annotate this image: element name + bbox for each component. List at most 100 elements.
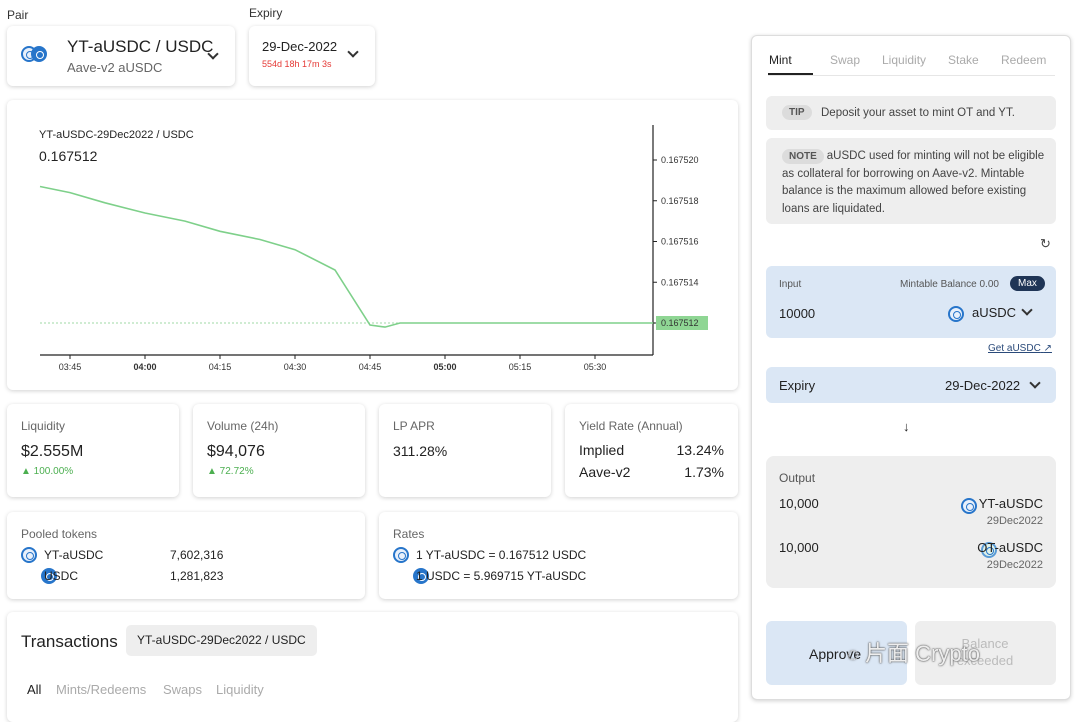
transactions-title: Transactions bbox=[21, 632, 118, 651]
approve-button[interactable]: Approve bbox=[766, 621, 907, 685]
lp-apr-label: LP APR bbox=[393, 419, 435, 433]
x-tick-label: 05:30 bbox=[584, 362, 607, 372]
refresh-icon[interactable]: ↻ bbox=[1040, 236, 1051, 251]
usdc-token-icon bbox=[41, 567, 58, 584]
pooled-label: Pooled tokens bbox=[21, 527, 98, 541]
x-tick-label: 04:00 bbox=[133, 362, 156, 372]
active-tab-indicator bbox=[768, 73, 813, 75]
liquidity-label: Liquidity bbox=[21, 419, 66, 433]
yield-rate-card: Yield Rate (Annual) Implied 13.24% Aave-… bbox=[565, 404, 738, 497]
tab-swaps[interactable]: Swaps bbox=[163, 682, 203, 697]
tab-liquidity[interactable]: Liquidity bbox=[216, 682, 264, 697]
balance-exceeded-label: Balance exceeded bbox=[956, 636, 1014, 668]
transactions-card: Transactions YT-aUSDC-29Dec2022 / USDC A… bbox=[7, 612, 738, 722]
pooled-token-name: USDC bbox=[44, 569, 79, 583]
output-amount: 10,000 bbox=[779, 540, 819, 555]
tab-all[interactable]: All bbox=[27, 682, 42, 697]
liquidity-value: $2.555M bbox=[21, 443, 84, 460]
price-chart-card: YT-aUSDC-29Dec2022 / USDC 0.167512 03:45… bbox=[7, 100, 738, 390]
output-label: Output bbox=[779, 471, 816, 485]
x-tick-label: 05:15 bbox=[509, 362, 532, 372]
note-content: NOTE aUSDC used for minting will not be e… bbox=[782, 148, 1050, 218]
chart-current-value: 0.167512 bbox=[39, 148, 98, 164]
tab-mint[interactable]: Mint bbox=[769, 53, 792, 67]
note-badge: NOTE bbox=[782, 149, 824, 164]
price-line-chart[interactable]: 03:45 04:00 04:15 04:30 04:45 05:00 05:15 05:30… bbox=[7, 100, 738, 390]
liquidity-card: Liquidity $2.555M ▲ 100.00% bbox=[7, 404, 179, 497]
tip-text: Deposit your asset to mint OT and YT. bbox=[821, 107, 1015, 119]
x-tick-label: 05:00 bbox=[433, 362, 456, 372]
current-price-tag bbox=[656, 316, 708, 330]
note-text: aUSDC used for minting will not be eligi… bbox=[782, 150, 1045, 215]
implied-value: 13.24% bbox=[676, 442, 724, 458]
tip-badge: TIP bbox=[782, 105, 812, 120]
y-tick-label: 0.167520 bbox=[661, 155, 699, 165]
expiry-label: Expiry bbox=[249, 6, 283, 20]
tab-redeem[interactable]: Redeem bbox=[1001, 53, 1047, 67]
volume-card: Volume (24h) $94,076 ▲ 72.72% bbox=[193, 404, 365, 497]
y-tick-label: 0.167514 bbox=[661, 277, 699, 287]
tab-stake[interactable]: Stake bbox=[948, 53, 979, 67]
mint-panel: Mint Swap Liquidity Stake Redeem TIP Dep… bbox=[751, 35, 1071, 700]
expiry-field[interactable]: Expiry 29-Dec-2022 bbox=[766, 367, 1056, 403]
chevron-down-icon[interactable] bbox=[1021, 304, 1033, 316]
max-button[interactable]: Max bbox=[1010, 276, 1045, 291]
input-token-selector[interactable]: aUSDC bbox=[972, 305, 1017, 320]
rate-row: 1 YT-aUSDC = 0.167512 USDC bbox=[416, 548, 587, 562]
pair-selector[interactable]: YT-aUSDC / USDC Aave-v2 aUSDC bbox=[7, 26, 235, 86]
output-amount: 10,000 bbox=[779, 496, 819, 511]
input-label: Input bbox=[779, 279, 802, 290]
lp-apr-value: 311.28% bbox=[393, 443, 448, 459]
price-series-line bbox=[39, 185, 655, 328]
pair-title: YT-aUSDC / USDC bbox=[67, 37, 214, 56]
transactions-pair-chip[interactable]: YT-aUSDC-29Dec2022 / USDC bbox=[126, 625, 317, 656]
watermark: ◌ 片面 Crypto bbox=[847, 636, 980, 668]
pair-subtitle: Aave-v2 aUSDC bbox=[67, 60, 163, 75]
get-ausdc-label: Get aUSDC bbox=[988, 343, 1041, 354]
watermark-text: 片面 Crypto bbox=[865, 641, 980, 666]
yt-token-icon bbox=[393, 546, 409, 563]
pair-token-icons bbox=[21, 45, 47, 63]
y-tick-label: 0.167518 bbox=[661, 196, 699, 206]
y-tick-label: 0.167516 bbox=[661, 237, 699, 247]
expiry-selector[interactable]: 29-Dec-2022 554d 18h 17m 3s bbox=[249, 26, 375, 86]
x-tick-label: 04:15 bbox=[209, 362, 232, 372]
get-ausdc-link[interactable]: Get aUSDC ↗ bbox=[988, 343, 1052, 354]
output-token: YT-aUSDC bbox=[978, 496, 1043, 511]
pooled-tokens-card: Pooled tokens YT-aUSDC 7,602,316 USDC 1,… bbox=[7, 512, 365, 599]
aave-label: Aave-v2 bbox=[579, 464, 631, 480]
x-tick-label: 04:30 bbox=[284, 362, 307, 372]
panel-expiry-label: Expiry bbox=[779, 378, 816, 393]
output-token-sub: 29Dec2022 bbox=[986, 559, 1043, 571]
aave-value: 1.73% bbox=[684, 464, 724, 480]
output-token: OT-aUSDC bbox=[977, 540, 1043, 555]
external-link-icon: ↗ bbox=[1043, 343, 1052, 354]
x-tick-label: 03:45 bbox=[59, 362, 82, 372]
tabs-divider bbox=[768, 75, 1055, 76]
yield-rate-label: Yield Rate (Annual) bbox=[579, 419, 683, 433]
yt-token-icon bbox=[21, 546, 37, 563]
volume-change: ▲ 72.72% bbox=[207, 466, 254, 477]
usdc-token-icon bbox=[413, 567, 430, 584]
balance-exceeded-button[interactable]: Balance exceeded bbox=[915, 621, 1056, 685]
ot-token-icon bbox=[981, 541, 998, 558]
mintable-balance: Mintable Balance 0.00 bbox=[900, 279, 999, 290]
implied-label: Implied bbox=[579, 442, 625, 458]
rates-card: Rates 1 YT-aUSDC = 0.167512 USDC 1 USDC … bbox=[379, 512, 738, 599]
ausdc-token-icon bbox=[948, 305, 964, 322]
pooled-token-name: YT-aUSDC bbox=[44, 548, 104, 562]
chart-title: YT-aUSDC-29Dec2022 / USDC bbox=[39, 129, 194, 141]
expiry-date: 29-Dec-2022 bbox=[262, 39, 338, 54]
tab-liquidity[interactable]: Liquidity bbox=[882, 53, 927, 67]
note-box: NOTE aUSDC used for minting will not be e… bbox=[766, 138, 1056, 224]
tab-mints-redeems[interactable]: Mints/Redeems bbox=[56, 682, 147, 697]
tip-box: TIP Deposit your asset to mint OT and YT… bbox=[766, 96, 1056, 130]
tab-swap[interactable]: Swap bbox=[830, 53, 861, 67]
input-amount-field[interactable]: 10000 bbox=[779, 306, 816, 321]
chevron-down-icon bbox=[1029, 377, 1041, 389]
volume-value: $94,076 bbox=[207, 443, 265, 460]
panel-expiry-value: 29-Dec-2022 bbox=[945, 378, 1021, 393]
arrow-down-icon: ↓ bbox=[903, 419, 910, 434]
x-tick-label: 04:45 bbox=[359, 362, 382, 372]
expiry-countdown: 554d 18h 17m 3s bbox=[262, 59, 332, 69]
